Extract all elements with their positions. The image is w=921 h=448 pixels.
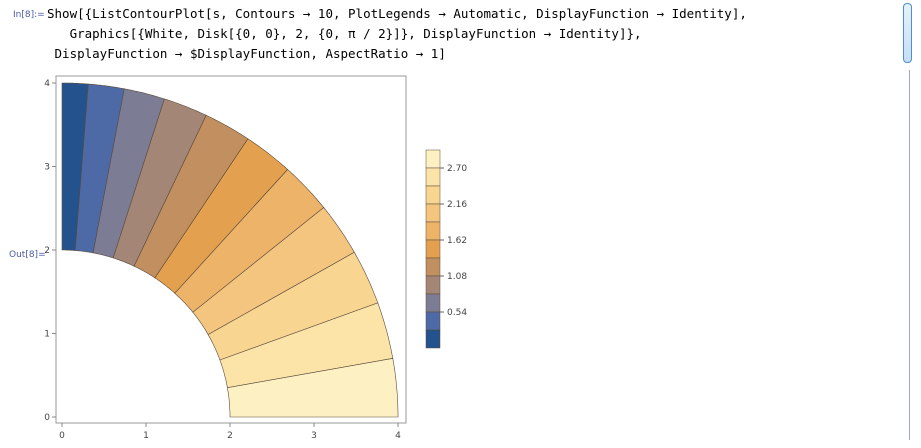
legend-swatch	[425, 239, 441, 259]
x-tick-label: 0	[59, 431, 65, 441]
output-label: Out[8]=	[9, 250, 46, 260]
input-label: In[8]:=	[13, 10, 45, 20]
legend-tick-label: 1.62	[447, 236, 467, 246]
x-tick-label: 4	[395, 431, 401, 441]
legend-tick-label: 2.16	[447, 200, 467, 210]
legend-tick-label: 0.54	[447, 308, 467, 318]
y-tick-label: 0	[44, 413, 50, 423]
cell-bracket[interactable]	[905, 70, 910, 440]
y-tick-label: 1	[44, 330, 50, 340]
legend-swatch	[425, 221, 441, 241]
legend-swatch	[425, 293, 441, 313]
y-tick-label: 3	[44, 163, 50, 173]
contour-band	[227, 358, 399, 418]
legend-swatch	[425, 311, 441, 331]
input-code-line-1[interactable]: Show[{ListContourPlot[s, Contours → 10, …	[47, 6, 747, 21]
input-code-line-3[interactable]: DisplayFunction → $DisplayFunction, Aspe…	[47, 46, 446, 61]
y-tick-label: 4	[44, 79, 50, 89]
legend-tick-label: 2.70	[447, 164, 467, 174]
legend-swatch	[425, 185, 441, 205]
x-tick-label: 1	[143, 431, 149, 441]
x-tick-label: 2	[227, 431, 233, 441]
legend-tick-label: 1.08	[447, 272, 467, 282]
legend-swatch	[425, 275, 441, 295]
scrollbar-thumb[interactable]	[903, 3, 912, 63]
legend-swatch	[425, 149, 441, 169]
input-code-line-2[interactable]: Graphics[{White, Disk[{0, 0}, 2, {0, π /…	[47, 26, 642, 41]
legend-swatch	[425, 167, 441, 187]
legend-swatch	[425, 329, 441, 349]
y-tick-label: 2	[44, 246, 50, 256]
x-tick-label: 3	[311, 431, 317, 441]
legend-swatch	[425, 203, 441, 223]
legend-swatch	[425, 257, 441, 277]
